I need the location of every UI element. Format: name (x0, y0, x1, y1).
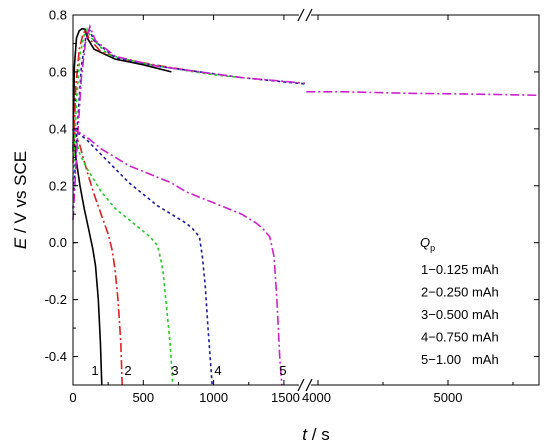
series-3-charge-line (72, 27, 242, 181)
legend-entry: 5−1.00 mAh (421, 352, 499, 367)
legend-title: Qp (420, 235, 435, 253)
y-axis-label-var: E (11, 237, 30, 249)
curve-label-2: 2 (124, 363, 131, 378)
legend-title-sub: p (430, 243, 435, 253)
series-layer (72, 23, 540, 386)
axis-break-mark (305, 8, 313, 22)
legend-entry: 4−0.750 mAh (421, 330, 499, 345)
legend-entry: 2−0.250 mAh (421, 285, 499, 300)
y-tick-label: 0.0 (49, 235, 67, 250)
x-axis-label-var: t (302, 425, 308, 444)
x-tick-label: 0 (69, 390, 76, 405)
x-tick-label: 1500 (271, 390, 300, 405)
x-tick-label: 5000 (434, 390, 463, 405)
curve-labels: 1 2 3 4 5 (91, 363, 286, 378)
x-tick-label: 500 (132, 390, 154, 405)
series-4-discharge-line (72, 128, 213, 386)
series-2-charge-line (72, 27, 200, 164)
y-tick-label: 0.6 (49, 64, 67, 79)
series-1-charge-line (72, 27, 172, 152)
x-axis-label: t / s (302, 425, 329, 444)
series-5-charge-line (72, 23, 306, 220)
y-tick-label: -0.2 (45, 292, 67, 307)
y-axis-label: E / V vs SCE (11, 151, 30, 249)
y-tick-label: -0.4 (45, 349, 67, 364)
curve-label-3: 3 (171, 363, 178, 378)
series-5-charge_tail-line (306, 91, 540, 97)
axis-break-mark (297, 378, 305, 392)
curve-label-1: 1 (91, 363, 98, 378)
x-axis-label-unit: / s (307, 425, 330, 444)
axis-break-mark (305, 378, 313, 392)
legend: Qp 1−0.125 mAh 2−0.250 mAh 3−0.500 mAh 4−0.… (420, 235, 499, 367)
series-1-discharge-line (72, 128, 103, 386)
curve-label-5: 5 (279, 363, 286, 378)
series-5-discharge-line (72, 128, 283, 386)
legend-entry: 3−0.500 mAh (421, 307, 499, 322)
legend-title-q: Q (420, 235, 430, 250)
x-tick-label: 4000 (302, 390, 331, 405)
x-tick-label: 1000 (199, 390, 228, 405)
y-axis-label-unit: / V vs SCE (11, 151, 30, 238)
axis-break-mark (297, 8, 305, 22)
series-3-discharge-line (72, 128, 174, 386)
curve-label-4: 4 (214, 363, 221, 378)
y-tick-label: 0.4 (49, 121, 67, 136)
axes-layer: -0.4 -0.2 0.0 0.2 0.4 0.6 0.8 0 500 1000 1500 4000 5… (45, 8, 539, 405)
y-tick-label: 0.2 (49, 178, 67, 193)
y-tick-label: 0.8 (49, 8, 67, 23)
legend-entry: 1−0.125 mAh (421, 262, 499, 277)
